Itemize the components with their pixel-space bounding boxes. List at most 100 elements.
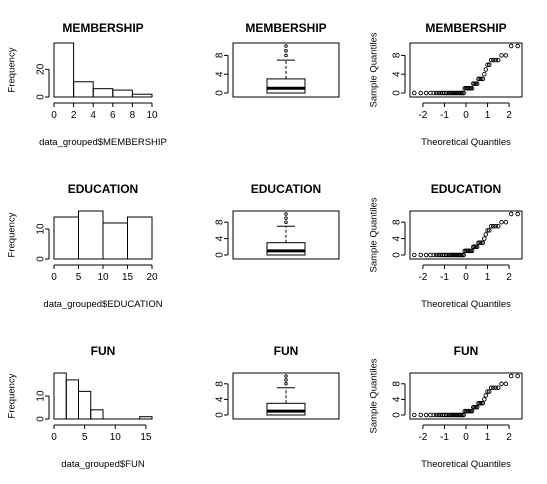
membership-qq-xtick-label-0: -2 xyxy=(418,110,427,121)
membership-qq-xtick-label-3: 1 xyxy=(485,110,491,121)
education-hist-ylabel: Frequency xyxy=(7,212,18,257)
membership-qq-xtick-label-2: 0 xyxy=(463,110,469,121)
membership-qq-point-49 xyxy=(509,44,513,48)
fun-hist-ylabel: Frequency xyxy=(7,373,18,418)
education-qq-point-2 xyxy=(424,253,428,257)
membership-box-iqr-box xyxy=(267,79,305,93)
membership-qq-ytick-label-2: 8 xyxy=(392,52,403,58)
membership-hist-bar-4 xyxy=(132,94,152,97)
education-box-title: EDUCATION xyxy=(251,182,321,196)
membership-hist-panel: MEMBERSHIP0200 2 4 6 8 10data_grouped$MEMBERS… xyxy=(7,21,167,148)
education-hist-xlabel: data_grouped$EDUCATION xyxy=(43,299,162,310)
fun-qq-point-50 xyxy=(516,374,520,378)
education-box-iqr-box xyxy=(267,243,305,255)
fun-qq-point-47 xyxy=(500,382,504,386)
membership-qq-ytick-label-0: 0 xyxy=(392,90,403,96)
membership-qq-xlabel: Theoretical Quantiles xyxy=(421,137,511,148)
membership-hist-xlabel: data_grouped$MEMBERSHIP xyxy=(39,137,167,148)
education-box-outlier-0 xyxy=(285,221,288,224)
membership-qq-point-47 xyxy=(500,54,504,58)
education-qq-xtick-label-3: 1 xyxy=(485,272,491,283)
membership-hist-bar-0 xyxy=(54,43,74,97)
membership-hist-xtick-label-0: 0 xyxy=(51,110,57,121)
membership-hist-bar-2 xyxy=(93,89,113,97)
membership-qq-point-39 xyxy=(483,72,487,76)
membership-hist-bar-3 xyxy=(113,90,133,97)
education-box-ytick-label-0: 0 xyxy=(215,252,226,258)
education-qq-point-46 xyxy=(497,225,501,229)
education-qq-panel: EDUCATION 0 4 8 -2 -1 0 1 2 Theoretical Quantiles… xyxy=(369,182,522,310)
education-qq-ytick-label-1: 4 xyxy=(392,235,403,241)
fun-hist-xtick-label-0: 0 xyxy=(51,432,57,443)
fun-hist-bar-2 xyxy=(79,391,91,419)
education-qq-ylabel: Sample Quantiles xyxy=(369,197,380,272)
education-hist-xtick-label-0: 0 xyxy=(51,272,57,283)
education-hist-panel: EDUCATION 0 10 0 5 10 15 20 data_grouped$EDUCATI… xyxy=(7,182,163,310)
fun-box-title: FUN xyxy=(274,344,299,358)
fun-qq-point-1 xyxy=(419,413,423,417)
fun-qq-ytick-label-2: 8 xyxy=(392,381,403,387)
membership-qq-point-2 xyxy=(424,91,428,95)
fun-qq-xtick-label-3: 1 xyxy=(485,432,491,443)
fun-hist-panel: FUN 0 10 0 5 10 15 data_grouped$FUN Frequency xyxy=(7,344,152,470)
education-box-outlier-1 xyxy=(285,217,288,220)
fun-hist-bar-3 xyxy=(91,410,103,419)
fun-box-outlier-0 xyxy=(285,383,288,386)
membership-qq-xtick-label-1: -1 xyxy=(440,110,449,121)
fun-qq-panel: FUN 0 4 8 -2 -1 0 1 2 Theoretical Quantiles Sample… xyxy=(369,344,522,470)
membership-hist-ytick-label-1: 20 xyxy=(36,63,47,75)
fun-box-outlier-1 xyxy=(285,379,288,382)
education-qq-point-40 xyxy=(484,233,488,237)
membership-hist-xtick-label-3: 6 xyxy=(110,110,116,121)
education-qq-point-49 xyxy=(509,212,513,216)
fun-qq-title: FUN xyxy=(454,344,479,358)
education-hist-bar-1 xyxy=(79,211,104,259)
fun-qq-xtick-label-1: -1 xyxy=(440,432,449,443)
fun-qq-point-2 xyxy=(424,413,428,417)
fun-box-ytick-label-0: 0 xyxy=(215,412,226,418)
education-box-ytick-label-2: 8 xyxy=(215,219,226,225)
membership-qq-xtick-label-4: 2 xyxy=(506,110,512,121)
education-qq-title: EDUCATION xyxy=(431,182,501,196)
fun-hist-xtick-label-3: 15 xyxy=(140,432,152,443)
education-qq-point-47 xyxy=(500,220,504,224)
education-box-outlier-2 xyxy=(285,213,288,216)
fun-qq-point-39 xyxy=(483,398,487,402)
fun-box-panel: FUN 0 4 8 xyxy=(215,344,339,419)
education-qq-xtick-label-1: -1 xyxy=(440,272,449,283)
membership-box-ytick-label-2: 8 xyxy=(215,52,226,58)
education-hist-xtick-label-1: 5 xyxy=(76,272,82,283)
education-qq-point-50 xyxy=(516,212,520,216)
fun-qq-ytick-label-0: 0 xyxy=(392,412,403,418)
fun-qq-xtick-label-0: -2 xyxy=(418,432,427,443)
membership-hist-title: MEMBERSHIP xyxy=(62,21,143,35)
fun-qq-point-40 xyxy=(484,394,488,398)
fun-hist-title: FUN xyxy=(91,344,116,358)
education-qq-point-48 xyxy=(504,220,508,224)
fun-box-ytick-label-1: 4 xyxy=(215,396,226,402)
education-box-ytick-label-1: 4 xyxy=(215,235,226,241)
education-hist-xtick-label-2: 10 xyxy=(97,272,109,283)
membership-box-title: MEMBERSHIP xyxy=(245,21,326,35)
fun-hist-bar-0 xyxy=(54,373,66,419)
fun-hist-xtick-label-2: 10 xyxy=(110,432,122,443)
fun-qq-xtick-label-4: 2 xyxy=(506,432,512,443)
fun-qq-ylabel: Sample Quantiles xyxy=(369,358,380,433)
education-hist-bar-3 xyxy=(128,217,153,259)
membership-qq-point-48 xyxy=(504,54,508,58)
education-qq-xtick-label-2: 0 xyxy=(463,272,469,283)
membership-hist-xtick-label-1: 2 xyxy=(71,110,77,121)
education-hist-bar-2 xyxy=(103,223,128,259)
membership-qq-ytick-label-1: 4 xyxy=(392,71,403,77)
membership-box-panel: MEMBERSHIP 0 4 8 xyxy=(215,21,339,97)
education-hist-ytick-label-0: 0 xyxy=(36,256,47,262)
membership-qq-title: MEMBERSHIP xyxy=(425,21,506,35)
education-qq-ytick-label-2: 8 xyxy=(392,219,403,225)
fun-hist-bar-7 xyxy=(140,417,152,419)
membership-hist-bar-1 xyxy=(74,82,94,97)
education-hist-xtick-label-3: 15 xyxy=(122,272,134,283)
education-qq-point-1 xyxy=(419,253,423,257)
membership-qq-ylabel: Sample Quantiles xyxy=(369,32,380,107)
membership-qq-point-40 xyxy=(484,68,488,72)
education-hist-bar-0 xyxy=(54,217,79,259)
